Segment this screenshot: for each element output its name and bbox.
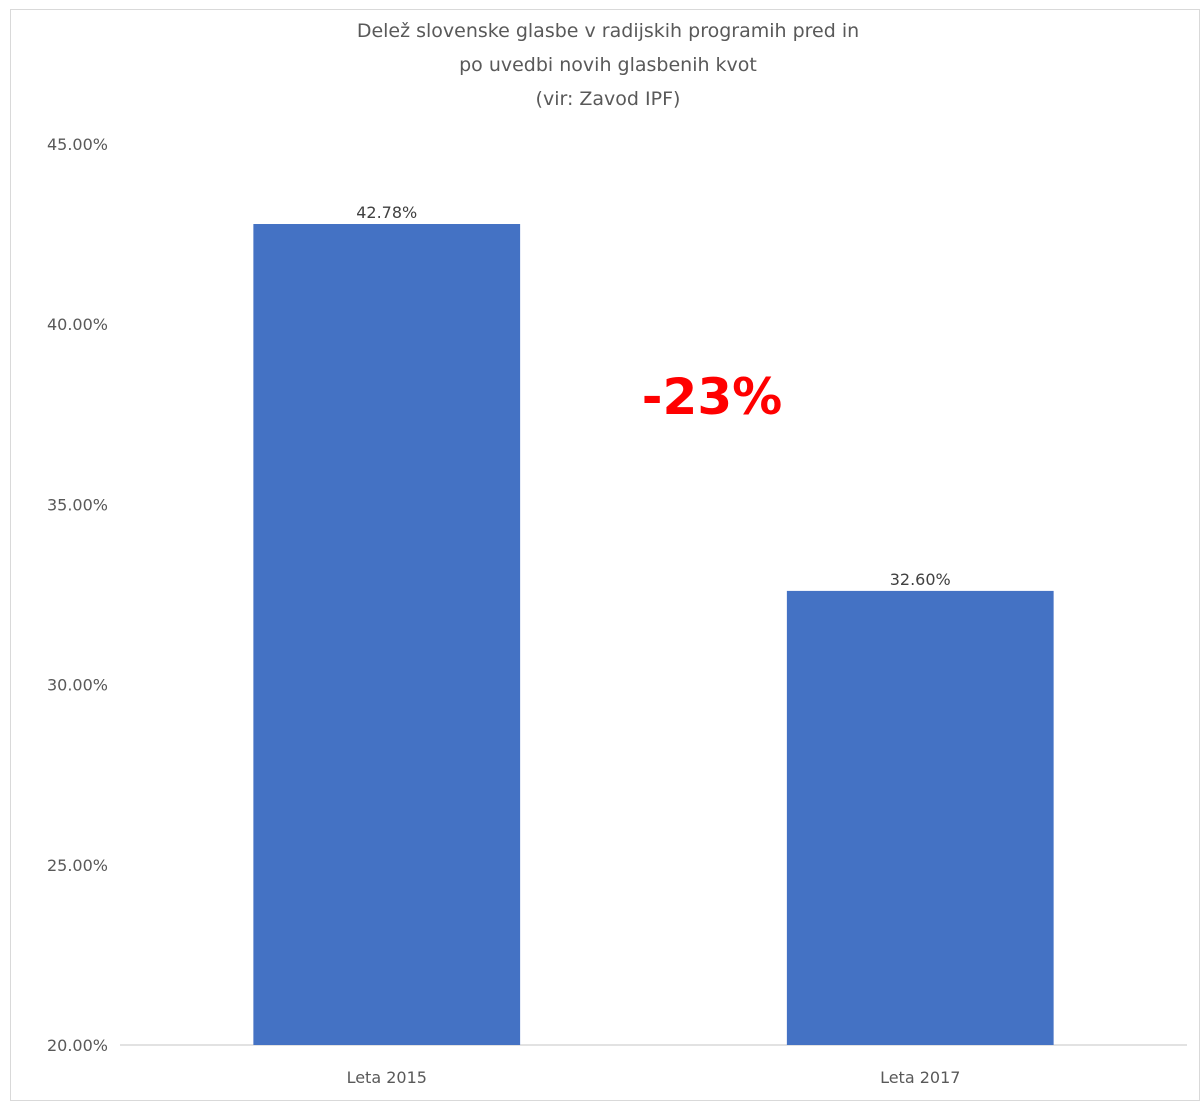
- change-annotation: -23%: [642, 368, 782, 426]
- data-label: 42.78%: [356, 203, 417, 222]
- chart-title-line: (vir: Zavod IPF): [536, 88, 681, 110]
- x-category-label: Leta 2015: [347, 1068, 427, 1087]
- x-axis-category-labels: Leta 2015 Leta 2017: [347, 1068, 961, 1087]
- y-tick-label: 40.00%: [47, 315, 108, 334]
- y-tick-label: 25.00%: [47, 856, 108, 875]
- y-tick-label: 45.00%: [47, 135, 108, 154]
- x-category-label: Leta 2017: [880, 1068, 960, 1087]
- chart-title: Delež slovenske glasbe v radijskih progr…: [357, 20, 859, 110]
- y-tick-label: 20.00%: [47, 1036, 108, 1055]
- chart-title-line: Delež slovenske glasbe v radijskih progr…: [357, 20, 859, 42]
- y-tick-label: 30.00%: [47, 676, 108, 695]
- bar: [786, 590, 1054, 1045]
- y-axis-tick-labels: 20.00% 25.00% 30.00% 35.00% 40.00% 45.00%: [47, 135, 108, 1055]
- y-tick-label: 35.00%: [47, 495, 108, 514]
- bars: [253, 224, 1054, 1046]
- bar: [253, 224, 521, 1046]
- data-label: 32.60%: [890, 570, 951, 589]
- chart-title-line: po uvedbi novih glasbenih kvot: [459, 54, 757, 76]
- data-labels: 42.78% 32.60%: [356, 203, 951, 589]
